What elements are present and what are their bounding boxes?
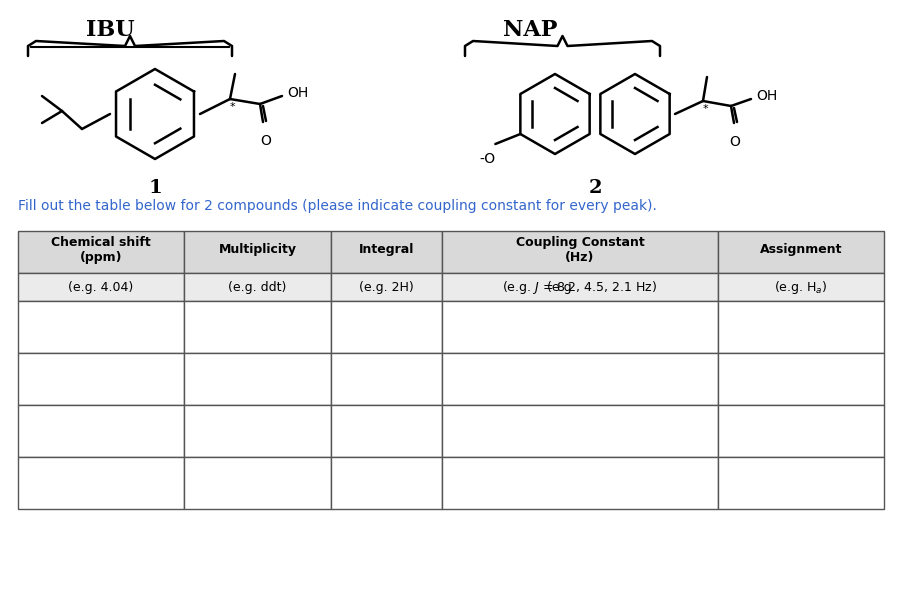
Text: OH: OH: [287, 86, 308, 100]
Bar: [718, 353, 884, 405]
Bar: [442, 405, 718, 457]
Text: OH: OH: [756, 89, 778, 103]
Bar: [18, 457, 184, 509]
Text: O: O: [730, 135, 741, 149]
Bar: [18, 405, 184, 457]
Text: Multiplicity: Multiplicity: [218, 243, 297, 256]
Text: *: *: [702, 104, 708, 114]
Bar: [184, 301, 331, 353]
Text: (e.g.: (e.g.: [548, 280, 580, 293]
Bar: [442, 273, 718, 301]
Bar: [331, 457, 442, 509]
Bar: [184, 231, 331, 273]
Bar: [718, 457, 884, 509]
Bar: [18, 301, 184, 353]
Bar: [442, 353, 718, 405]
Bar: [718, 301, 884, 353]
Text: Integral: Integral: [359, 243, 414, 256]
Bar: [718, 273, 884, 301]
Text: Coupling Constant
(Hz): Coupling Constant (Hz): [516, 236, 644, 264]
Bar: [18, 231, 184, 273]
Text: (e.g. $J$ = 8.2, 4.5, 2.1 Hz): (e.g. $J$ = 8.2, 4.5, 2.1 Hz): [502, 279, 658, 296]
Bar: [184, 457, 331, 509]
Bar: [184, 405, 331, 457]
Bar: [18, 273, 184, 301]
Bar: [331, 301, 442, 353]
Text: (e.g. 2H): (e.g. 2H): [359, 280, 414, 293]
Bar: [331, 353, 442, 405]
Text: -O: -O: [479, 152, 495, 166]
Bar: [442, 231, 718, 273]
Bar: [184, 273, 331, 301]
Bar: [331, 273, 442, 301]
Bar: [184, 353, 331, 405]
Text: (e.g. H$_a$): (e.g. H$_a$): [774, 279, 828, 296]
Text: (e.g. ddt): (e.g. ddt): [228, 280, 287, 293]
Bar: [718, 231, 884, 273]
Text: Fill out the table below for 2 compounds (please indicate coupling constant for : Fill out the table below for 2 compounds…: [18, 199, 657, 213]
Bar: [718, 405, 884, 457]
Text: *: *: [229, 102, 235, 112]
Bar: [18, 353, 184, 405]
Text: (e.g. ​: (e.g. ​: [548, 280, 580, 293]
Text: 2: 2: [588, 179, 602, 197]
Bar: [442, 457, 718, 509]
Text: Assignment: Assignment: [759, 243, 842, 256]
Text: (e.g. 4.04): (e.g. 4.04): [69, 280, 133, 293]
Text: O: O: [261, 134, 272, 148]
Bar: [331, 405, 442, 457]
Text: 1: 1: [148, 179, 161, 197]
Text: Chemical shift
(ppm): Chemical shift (ppm): [51, 236, 151, 264]
Text: IBU: IBU: [86, 19, 134, 41]
Bar: [331, 231, 442, 273]
Text: NAP: NAP: [502, 19, 557, 41]
Bar: [442, 301, 718, 353]
